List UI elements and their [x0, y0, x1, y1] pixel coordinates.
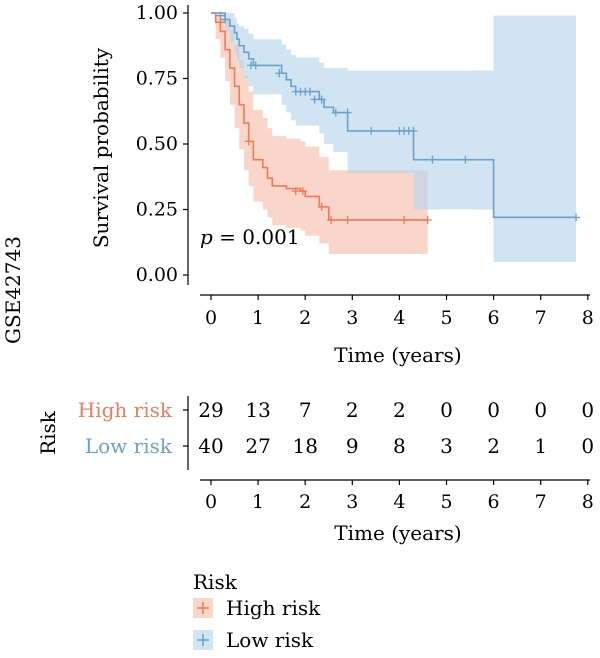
risk-count-high-risk: 13 — [245, 398, 270, 422]
legend: Risk High risk Low risk — [193, 570, 321, 652]
y-tick-label: 0.00 — [136, 264, 178, 286]
risk-count-low-risk: 1 — [534, 434, 547, 458]
risk-count-high-risk: 2 — [346, 398, 359, 422]
legend-title: Risk — [193, 570, 238, 594]
censor-mark-high-risk — [291, 187, 300, 196]
risk-count-low-risk: 3 — [440, 434, 453, 458]
risk-x-tick-label: 3 — [346, 491, 358, 513]
risk-count-low-risk: 9 — [346, 434, 359, 458]
y-tick-label: 0.50 — [136, 133, 178, 155]
censor-mark-low-risk — [461, 155, 470, 164]
censor-mark-high-risk — [244, 137, 253, 146]
censor-mark-low-risk — [305, 87, 314, 96]
legend-marker-high-risk — [197, 602, 209, 614]
censor-mark-low-risk — [428, 155, 437, 164]
ci-band-high-risk — [211, 13, 428, 255]
risk-count-low-risk: 27 — [245, 434, 270, 458]
risk-count-low-risk: 8 — [393, 434, 406, 458]
p-value-italic: p — [200, 225, 213, 249]
y-ticks: 0.00 0.25 0.50 0.75 1.00 — [136, 2, 188, 286]
risk-count-high-risk: 7 — [299, 398, 312, 422]
x-tick-label: 4 — [393, 307, 405, 329]
x-tick-label: 3 — [346, 307, 358, 329]
risk-count-high-risk: 0 — [534, 398, 547, 422]
risk-count-high-risk: 0 — [487, 398, 500, 422]
censor-mark-low-risk — [343, 108, 352, 117]
p-value-rest: = 0.001 — [213, 225, 300, 249]
risk-x-tick-label: 1 — [252, 491, 264, 513]
censor-mark-high-risk — [317, 202, 326, 211]
legend-marker-low-risk — [197, 634, 209, 646]
x-tick-label: 2 — [299, 307, 311, 329]
censor-mark-low-risk — [310, 95, 319, 104]
risk-table-x-ticks: 0 1 2 3 4 5 6 7 8 — [205, 480, 594, 513]
censor-mark-high-risk — [400, 215, 409, 224]
risk-count-low-risk: 2 — [487, 434, 500, 458]
risk-x-tick-label: 8 — [582, 491, 594, 513]
risk-count-high-risk: 29 — [198, 398, 223, 422]
x-tick-label: 0 — [205, 307, 217, 329]
censor-mark-low-risk — [572, 213, 581, 222]
x-tick-label: 6 — [488, 307, 500, 329]
censor-mark-high-risk — [327, 215, 336, 224]
x-ticks: 0 1 2 3 4 5 6 7 8 — [205, 295, 594, 329]
legend-label-low-risk: Low risk — [226, 628, 314, 652]
censor-mark-low-risk — [367, 126, 376, 135]
risk-row-label-low-risk: Low risk — [85, 434, 173, 458]
risk-table: High risk 29 13 7 2 2 0 0 0 0 Low risk 40 27 18 9 8 3 2 1 0 — [78, 398, 594, 458]
y-tick-label: 0.75 — [136, 68, 178, 90]
y-tick-label: 0.25 — [136, 199, 178, 221]
censor-mark-low-risk — [409, 126, 418, 135]
risk-table-x-label: Time (years) — [334, 521, 461, 545]
risk-count-low-risk: 0 — [581, 434, 594, 458]
risk-x-tick-label: 7 — [535, 491, 547, 513]
side-label: GSE42743 — [1, 236, 25, 344]
censor-mark-low-risk — [216, 11, 225, 20]
ci-band-low-risk — [211, 13, 577, 262]
risk-count-low-risk: 40 — [198, 434, 223, 458]
x-axis-label: Time (years) — [334, 343, 461, 367]
risk-x-tick-label: 6 — [488, 491, 500, 513]
confidence-bands — [211, 13, 577, 262]
censor-mark-high-risk — [298, 187, 307, 196]
survival-curve-high-risk — [211, 12, 428, 221]
y-axis-label: Survival probability — [89, 47, 113, 248]
censor-mark-high-risk — [343, 215, 352, 224]
plot-axes — [187, 5, 590, 296]
censor-mark-high-risk — [423, 215, 432, 224]
censor-mark-low-risk — [317, 95, 326, 104]
risk-count-high-risk: 0 — [581, 398, 594, 422]
censor-mark-low-risk — [251, 61, 260, 70]
risk-x-tick-label: 0 — [205, 491, 217, 513]
risk-count-low-risk: 18 — [292, 434, 317, 458]
x-tick-label: 7 — [535, 307, 547, 329]
censor-mark-low-risk — [331, 108, 340, 117]
risk-count-high-risk: 0 — [440, 398, 453, 422]
risk-table-title: Risk — [36, 410, 60, 455]
x-tick-label: 1 — [252, 307, 264, 329]
x-tick-label: 5 — [440, 307, 452, 329]
risk-row-label-high-risk: High risk — [78, 398, 173, 422]
risk-x-tick-label: 5 — [440, 491, 452, 513]
censor-mark-low-risk — [221, 15, 230, 24]
censor-marks — [216, 11, 581, 224]
risk-count-high-risk: 2 — [393, 398, 406, 422]
p-value-annotation: p = 0.001 — [200, 225, 300, 249]
risk-x-tick-label: 2 — [299, 491, 311, 513]
censor-mark-low-risk — [275, 69, 284, 78]
y-tick-label: 1.00 — [136, 2, 178, 24]
x-tick-label: 8 — [582, 307, 594, 329]
risk-x-tick-label: 4 — [393, 491, 405, 513]
legend-label-high-risk: High risk — [226, 596, 321, 620]
